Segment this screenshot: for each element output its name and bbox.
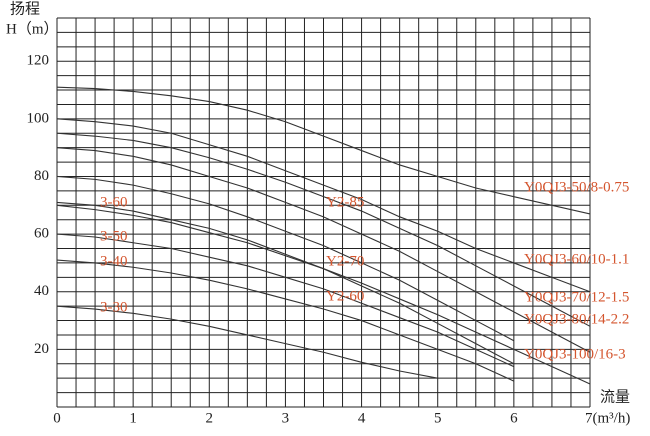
annotation: 3-50 — [100, 228, 128, 244]
x-tick-label: 7(m³/h) — [585, 410, 630, 426]
y-tick-label: 20 — [34, 341, 49, 357]
x-title: 流量 — [600, 388, 630, 405]
annotation: Y2-70 — [326, 253, 364, 269]
annotation: Y0QJ3-80/14-2.2 — [524, 311, 629, 327]
curve — [56, 201, 515, 365]
y-title: 扬程 — [10, 0, 40, 17]
y-tick-label: 100 — [27, 110, 50, 126]
x-tick-label: 6 — [510, 410, 518, 426]
annotation: Y0QJ3-60/10-1.1 — [524, 251, 629, 267]
y-tick-label: 40 — [34, 283, 49, 299]
x-tick-label: 5 — [434, 410, 442, 426]
curve — [56, 132, 591, 327]
curve — [56, 233, 515, 368]
x-tick-label: 0 — [53, 410, 61, 426]
x-tick-label: 3 — [282, 410, 290, 426]
x-tick-label: 4 — [358, 410, 366, 426]
curve — [56, 86, 591, 215]
y-tick-label: 60 — [34, 226, 49, 242]
y-label: H（m） — [6, 20, 59, 37]
annotation: Y0QJ3-70/12-1.5 — [524, 289, 629, 305]
curve — [56, 204, 591, 385]
curve — [56, 118, 591, 293]
annotation: Y2-60 — [326, 288, 364, 304]
annotation: Y0QJ3-50/8-0.75 — [524, 179, 629, 195]
curve — [56, 147, 591, 353]
annotation: Y2-85 — [326, 194, 364, 210]
y-tick-label: 120 — [27, 53, 50, 69]
annotation: Y0QJ3-100/16-3 — [524, 346, 626, 362]
x-tick-label: 2 — [206, 410, 214, 426]
annotation: 3-40 — [100, 253, 128, 269]
curve — [56, 175, 515, 342]
curve — [56, 259, 515, 382]
y-tick-label: 80 — [34, 168, 49, 184]
annotation: 3-60 — [100, 194, 128, 210]
annotation: 3-30 — [100, 299, 128, 315]
x-tick-label: 1 — [129, 410, 137, 426]
curve — [56, 305, 438, 379]
